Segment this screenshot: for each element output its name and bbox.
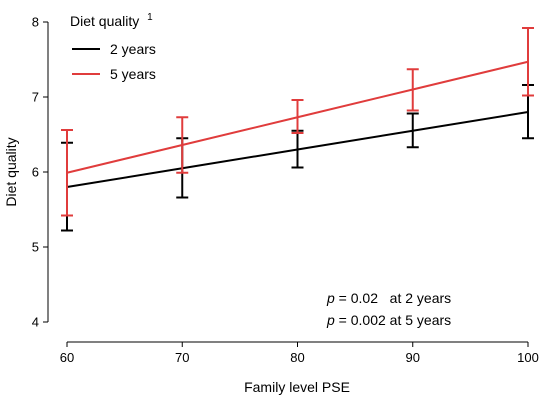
error-bar-5-years-70 <box>176 116 189 174</box>
annotation-2-years: p = 0.02 at 2 years <box>326 290 451 306</box>
y-tick-label-7: 7 <box>32 90 39 105</box>
axes: 4 5 6 7 8 60 70 80 90 100 <box>32 15 539 366</box>
x-tick-label-60: 60 <box>60 350 74 365</box>
legend: Diet quality 1 2 years 5 years <box>70 12 156 82</box>
error-bar-5-years-100 <box>522 27 534 97</box>
y-tick-label-6: 6 <box>32 165 39 180</box>
x-tick-label-80: 80 <box>290 350 304 365</box>
legend-label-2-years: 2 years <box>110 41 156 57</box>
p-value-annotations: p = 0.02 at 2 years p = 0.002 at 5 years <box>326 290 451 328</box>
y-axis-label: Diet quality <box>3 137 19 206</box>
x-tick-label-100: 100 <box>517 350 539 365</box>
legend-title: Diet quality 1 <box>70 12 153 29</box>
series-5-years <box>61 27 534 217</box>
x-tick-label-70: 70 <box>175 350 189 365</box>
annotation-5-years: p = 0.002 at 5 years <box>326 312 451 328</box>
x-tick-label-90: 90 <box>406 350 420 365</box>
y-tick-label-5: 5 <box>32 240 39 255</box>
series-layer <box>61 27 534 232</box>
error-bar-2-years-90 <box>406 112 419 149</box>
error-bar-5-years-90 <box>406 68 419 112</box>
y-tick-label-4: 4 <box>32 315 39 330</box>
x-axis-label: Family level PSE <box>244 379 350 395</box>
error-bar-5-years-60 <box>61 129 73 217</box>
error-bar-5-years-80 <box>291 99 304 134</box>
y-tick-label-8: 8 <box>32 15 39 30</box>
legend-label-5-years: 5 years <box>110 66 156 82</box>
